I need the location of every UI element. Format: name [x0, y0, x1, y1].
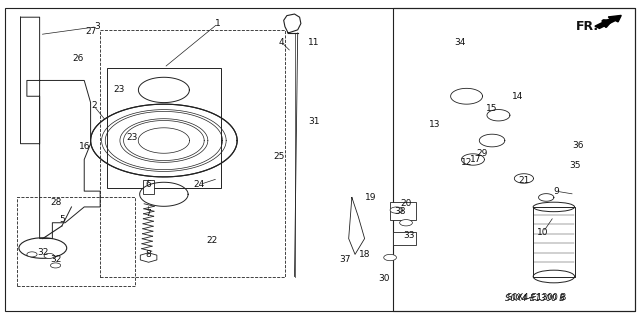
- Circle shape: [399, 219, 412, 226]
- Text: 29: 29: [477, 149, 488, 158]
- Text: 19: 19: [365, 193, 377, 202]
- Text: 27: 27: [85, 27, 96, 36]
- Text: 16: 16: [79, 142, 90, 151]
- Circle shape: [44, 253, 54, 258]
- Bar: [394, 232, 415, 245]
- Text: 11: 11: [308, 38, 319, 47]
- Bar: [17, 197, 135, 286]
- Text: S0X4-E1300 B: S0X4-E1300 B: [506, 294, 565, 303]
- Circle shape: [51, 263, 61, 268]
- Text: 18: 18: [359, 250, 371, 259]
- Ellipse shape: [533, 270, 575, 283]
- Text: 6: 6: [145, 180, 151, 189]
- Text: 35: 35: [569, 161, 580, 170]
- Text: 28: 28: [50, 198, 61, 207]
- Text: 37: 37: [340, 255, 351, 263]
- Circle shape: [384, 254, 396, 261]
- Text: 24: 24: [193, 180, 205, 189]
- Text: 15: 15: [486, 104, 498, 113]
- Text: 38: 38: [394, 207, 405, 216]
- Text: 10: 10: [537, 228, 548, 237]
- Text: 25: 25: [273, 152, 284, 161]
- Text: 36: 36: [572, 141, 584, 150]
- Ellipse shape: [533, 202, 575, 212]
- Text: 33: 33: [403, 231, 415, 240]
- Text: 1: 1: [215, 19, 221, 28]
- Bar: [394, 8, 636, 311]
- Text: 4: 4: [279, 38, 285, 47]
- Text: 23: 23: [113, 85, 125, 94]
- Text: 13: 13: [429, 120, 440, 129]
- Text: 20: 20: [401, 199, 412, 208]
- Text: 26: 26: [72, 54, 84, 63]
- Text: FR.: FR.: [576, 20, 599, 33]
- Bar: [390, 202, 415, 219]
- Text: 30: 30: [378, 274, 390, 283]
- Text: 23: 23: [126, 133, 138, 142]
- Text: 34: 34: [454, 38, 466, 47]
- Text: 14: 14: [512, 92, 524, 101]
- Bar: [106, 68, 221, 188]
- Text: 2: 2: [91, 101, 97, 110]
- Text: 31: 31: [308, 117, 319, 126]
- Ellipse shape: [19, 238, 67, 258]
- Text: 17: 17: [470, 155, 482, 164]
- Text: 12: 12: [461, 158, 472, 167]
- Text: 21: 21: [518, 175, 529, 185]
- Text: 8: 8: [145, 250, 151, 259]
- Text: 5: 5: [59, 215, 65, 224]
- Text: 7: 7: [145, 209, 151, 218]
- Circle shape: [27, 252, 37, 257]
- Bar: [100, 30, 285, 277]
- Text: S0X4-E1300 B: S0X4-E1300 B: [507, 293, 566, 301]
- Text: 32: 32: [37, 248, 49, 257]
- Bar: [143, 180, 154, 194]
- FancyArrow shape: [595, 15, 621, 28]
- Text: 32: 32: [50, 255, 61, 263]
- Text: 22: 22: [206, 236, 218, 245]
- Text: 9: 9: [553, 187, 559, 196]
- Circle shape: [390, 207, 403, 213]
- Text: 3: 3: [94, 22, 100, 31]
